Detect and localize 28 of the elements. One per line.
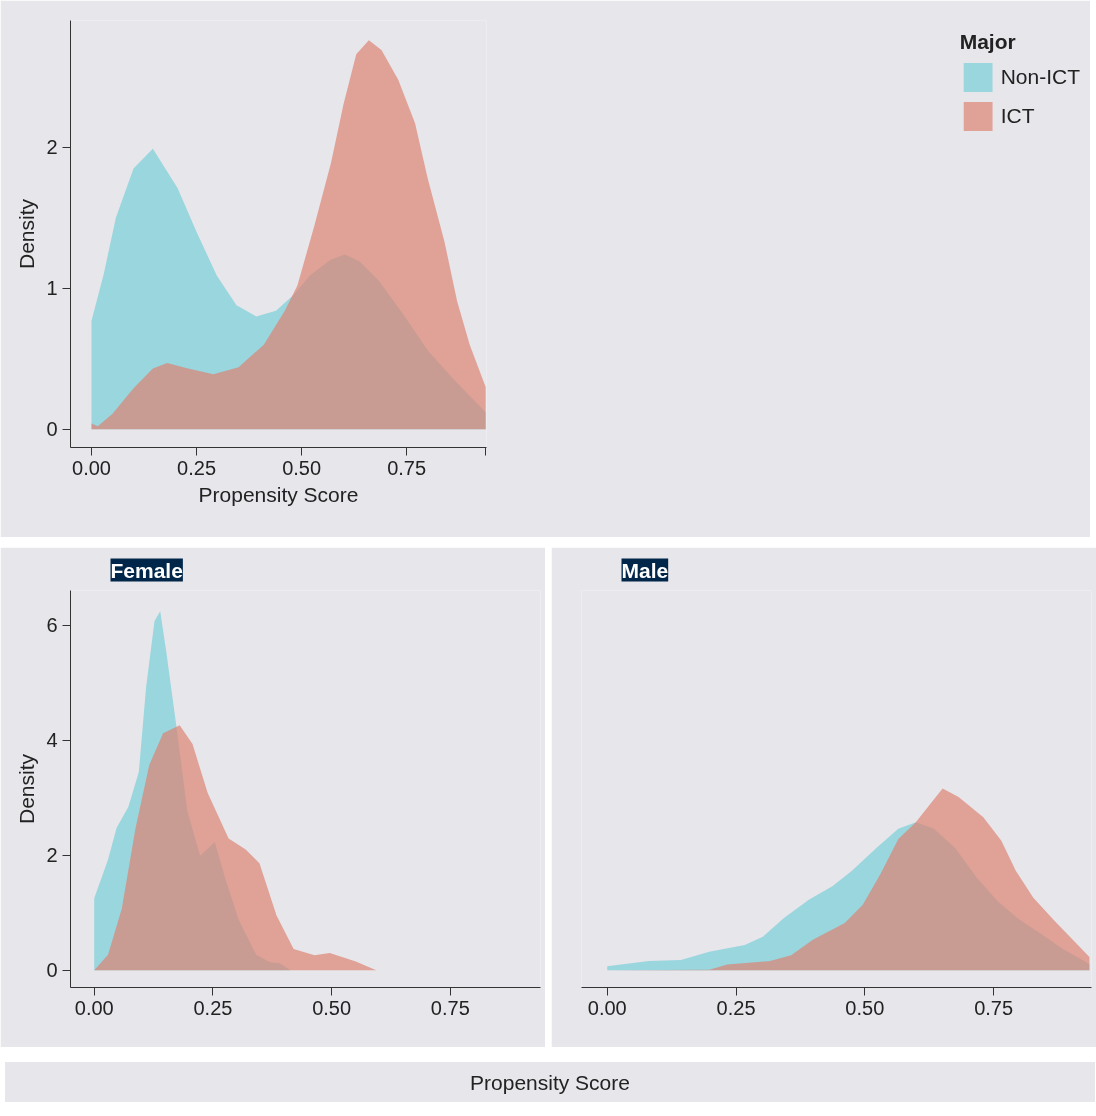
chart-title: Female [110,558,183,582]
y-tick-label: 2 [46,844,58,867]
x-tick-label: 0.00 [74,996,114,1019]
x-tick-label: 0.75 [387,456,427,479]
y-tick-label: 1 [46,277,58,300]
x-tick-label: 0.50 [845,996,885,1019]
y-tick-label: 6 [46,614,58,637]
y-axis-title: Density [15,753,39,825]
legend-title: Major [959,30,1017,54]
legend-label: ICT [1000,104,1035,128]
x-tick-label: 0.25 [177,456,217,479]
x-axis-title: Propensity Score [470,1070,630,1096]
x-tick-label: 0.00 [587,996,627,1019]
y-tick-label: 0 [46,418,58,441]
y-tick-label: 4 [46,729,58,752]
x-tick-label: 0.50 [282,456,322,479]
y-tick-label: 2 [46,136,58,159]
x-tick-label: 0.75 [974,996,1014,1019]
y-axis-title: Density [15,198,39,270]
x-tick-label: 0.25 [193,996,233,1019]
x-tick-label: 0.50 [312,996,352,1019]
y-tick-label: 0 [46,959,58,982]
chart-title: Male [621,558,669,582]
x-tick-label: 0.75 [430,996,470,1019]
x-tick-label: 0.25 [716,996,756,1019]
x-tick-label: 0.00 [72,456,111,479]
legend-label: Non-ICT [1000,65,1080,89]
x-axis-title: Propensity Score [198,482,359,506]
